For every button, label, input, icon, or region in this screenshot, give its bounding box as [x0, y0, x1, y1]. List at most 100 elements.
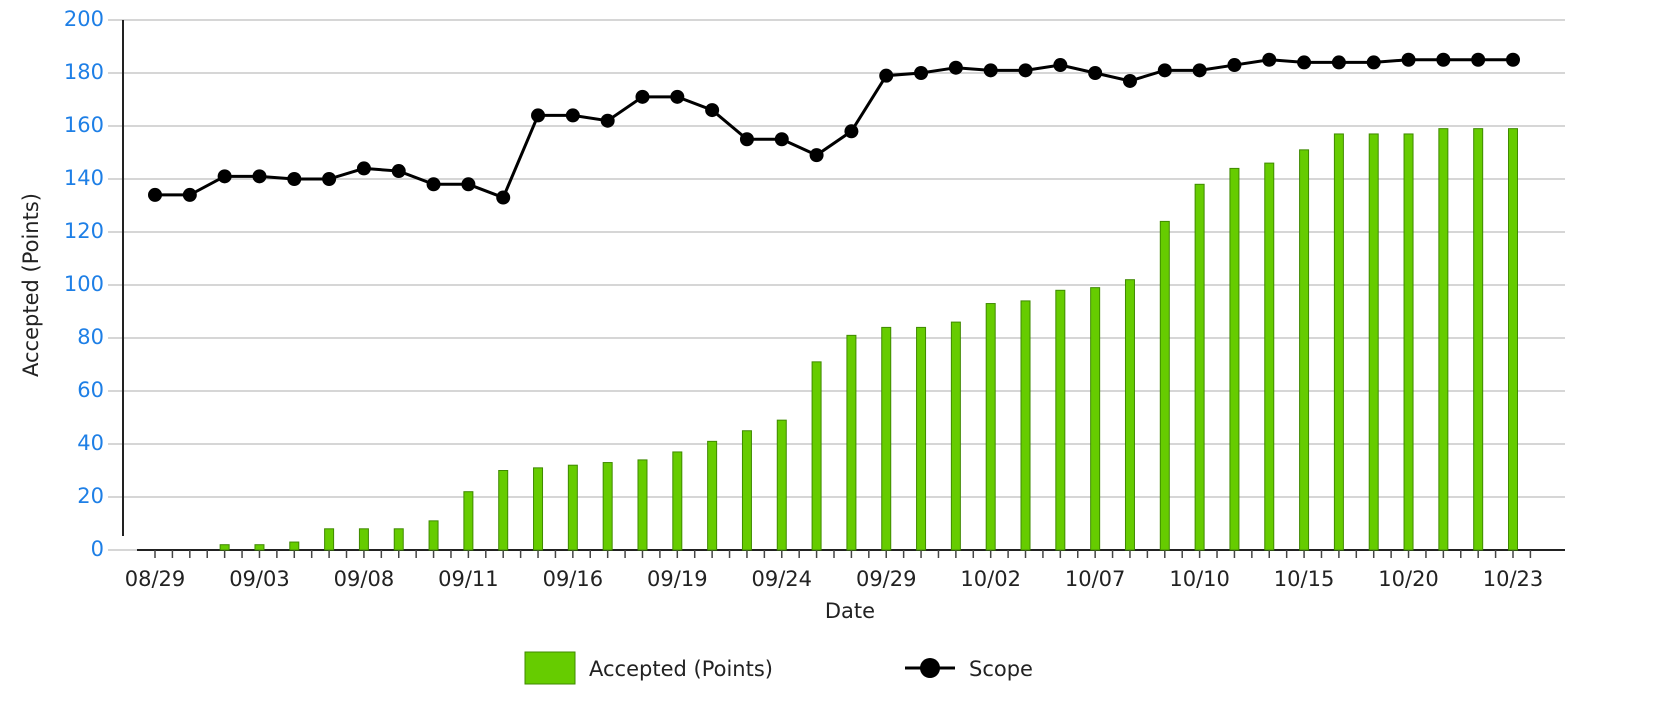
point	[1227, 58, 1242, 73]
point	[426, 177, 441, 192]
x-tick-label: 09/11	[438, 567, 499, 591]
bar	[1508, 128, 1518, 551]
bar	[811, 361, 822, 551]
x-tick-label: 09/03	[229, 567, 290, 591]
y-tick-label: 120	[64, 219, 104, 243]
x-tick-label: 09/19	[647, 567, 708, 591]
point	[322, 172, 337, 186]
bar	[1194, 183, 1205, 551]
point	[461, 177, 476, 192]
point	[879, 68, 894, 83]
bar	[358, 528, 369, 551]
point	[635, 89, 650, 104]
point	[182, 187, 197, 202]
x-tick-label: 10/10	[1169, 567, 1230, 591]
bar	[1299, 149, 1310, 551]
legend-label: Accepted (Points)	[589, 657, 773, 681]
bar	[1438, 128, 1449, 551]
point	[1297, 55, 1312, 70]
point	[1122, 73, 1137, 88]
bar	[1020, 300, 1031, 551]
point	[1401, 52, 1416, 67]
y-tick-label: 200	[64, 7, 104, 31]
y-tick-label: 20	[77, 484, 104, 508]
y-tick-label: 60	[77, 378, 104, 402]
y-tick-label: 80	[77, 325, 104, 349]
point	[217, 169, 232, 184]
bar	[672, 451, 683, 551]
bar	[1159, 220, 1170, 551]
point	[1331, 55, 1346, 70]
y-tick-label: 40	[77, 431, 104, 455]
point	[914, 66, 929, 80]
x-tick-label: 10/20	[1378, 567, 1439, 591]
bar	[1264, 162, 1275, 551]
bar	[1090, 287, 1101, 551]
bar	[324, 528, 335, 551]
x-tick-label: 10/15	[1274, 567, 1335, 591]
y-tick-label: 160	[64, 113, 104, 137]
point	[1157, 63, 1172, 78]
bar	[533, 467, 544, 551]
legend-label: Scope	[969, 657, 1033, 681]
point	[983, 63, 998, 78]
point	[809, 148, 824, 163]
bar	[602, 462, 613, 551]
bar	[1333, 133, 1344, 551]
point	[739, 132, 754, 147]
x-axis-label: Date	[825, 599, 875, 623]
bar	[846, 334, 857, 551]
x-tick-label: 10/23	[1483, 567, 1544, 591]
point	[600, 113, 615, 128]
y-tick-label: 0	[91, 537, 104, 561]
point	[496, 190, 511, 205]
bar	[1368, 133, 1379, 551]
bar	[1229, 167, 1240, 551]
bar	[985, 303, 996, 551]
point	[1053, 58, 1068, 73]
bar	[463, 491, 474, 551]
bar	[567, 464, 578, 551]
x-tick-label: 09/08	[334, 567, 395, 591]
bar	[637, 459, 648, 551]
bar	[881, 326, 892, 551]
bar	[1473, 128, 1484, 551]
x-tick-label: 08/29	[125, 567, 186, 591]
x-tick-label: 10/07	[1065, 567, 1126, 591]
y-tick-label: 140	[64, 166, 104, 190]
bar	[741, 430, 752, 551]
bar	[498, 470, 509, 551]
x-tick-label: 10/02	[960, 567, 1021, 591]
point	[287, 172, 302, 186]
point	[1018, 63, 1033, 78]
legend-swatch	[920, 658, 940, 678]
bar	[1403, 133, 1414, 551]
point	[565, 108, 580, 123]
bar	[393, 528, 404, 551]
point	[391, 164, 406, 179]
bar	[219, 544, 230, 551]
bar	[428, 520, 439, 551]
x-tick-label: 09/24	[752, 567, 813, 591]
point	[670, 89, 685, 104]
point	[148, 187, 162, 202]
x-tick-label: 09/16	[543, 567, 604, 591]
point	[1192, 63, 1207, 78]
point	[356, 161, 371, 176]
x-tick-label: 09/29	[856, 567, 917, 591]
bar	[1055, 289, 1066, 551]
y-axis-label: Accepted (Points)	[19, 193, 43, 377]
point	[1506, 52, 1520, 67]
bar	[916, 326, 927, 551]
point	[531, 108, 546, 123]
y-tick-label: 100	[64, 272, 104, 296]
point	[844, 124, 859, 139]
point	[1471, 52, 1486, 67]
point	[252, 169, 267, 184]
legend-swatch	[524, 651, 576, 685]
point	[1436, 52, 1451, 67]
point	[774, 132, 789, 147]
bar	[254, 544, 265, 551]
point	[948, 60, 963, 75]
y-tick-label: 180	[64, 60, 104, 84]
